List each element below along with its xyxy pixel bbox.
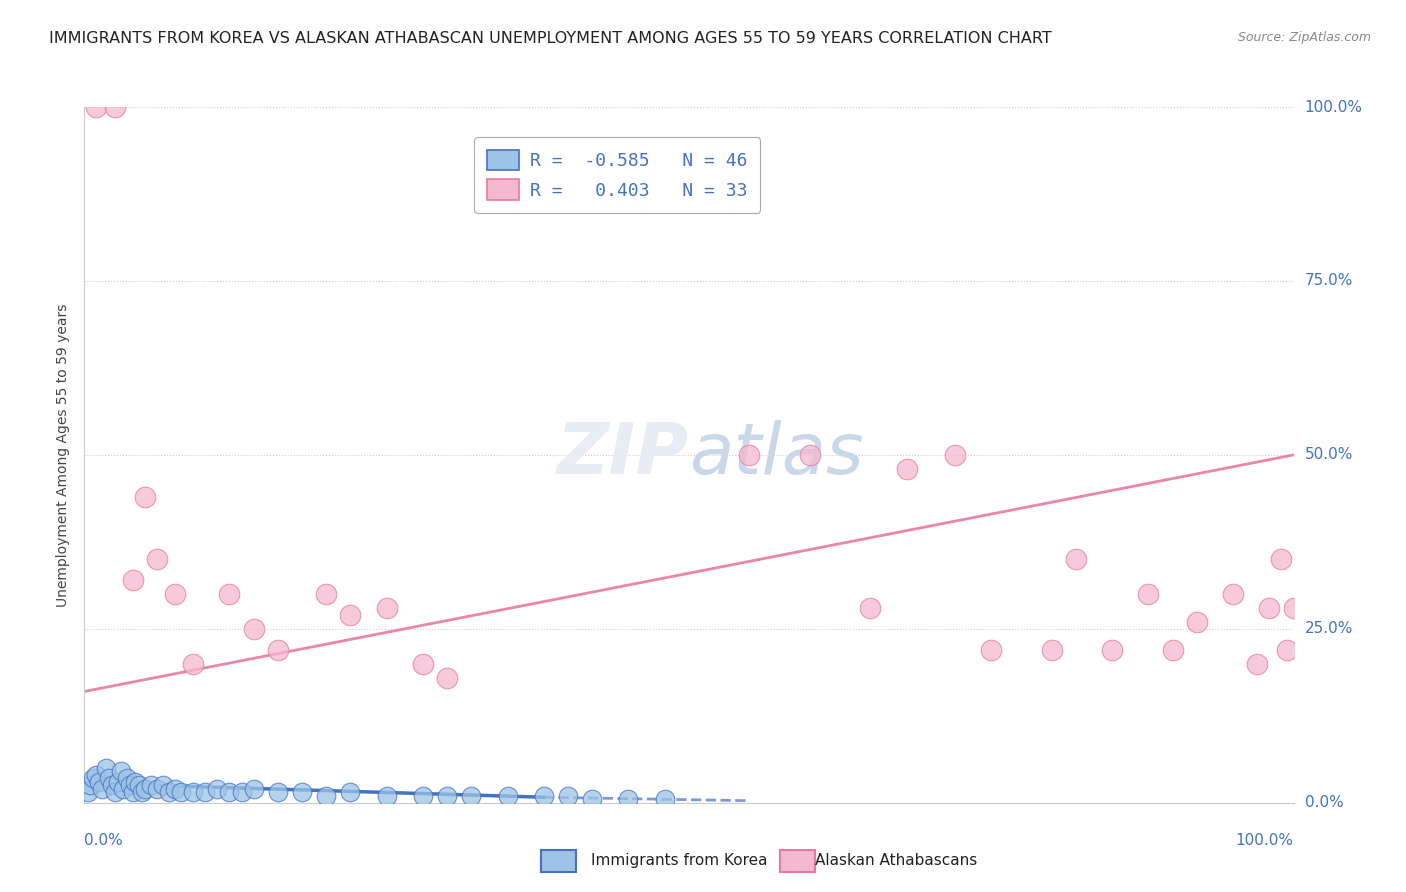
- Point: [146, 781, 169, 796]
- Point: [242, 781, 264, 796]
- Point: [1282, 601, 1305, 615]
- Point: [194, 785, 217, 799]
- Point: [1101, 642, 1123, 657]
- Point: [617, 792, 640, 806]
- Point: [267, 642, 290, 657]
- Point: [77, 785, 100, 799]
- Point: [152, 778, 174, 792]
- Text: IMMIGRANTS FROM KOREA VS ALASKAN ATHABASCAN UNEMPLOYMENT AMONG AGES 55 TO 59 YEA: IMMIGRANTS FROM KOREA VS ALASKAN ATHABAS…: [49, 31, 1052, 46]
- Point: [375, 601, 398, 615]
- Point: [139, 778, 162, 792]
- Point: [1258, 601, 1281, 615]
- Point: [242, 622, 264, 636]
- Point: [436, 671, 458, 685]
- Text: atlas: atlas: [689, 420, 863, 490]
- Point: [207, 781, 229, 796]
- Point: [496, 789, 519, 803]
- Text: 25.0%: 25.0%: [1305, 622, 1353, 636]
- Point: [82, 772, 104, 786]
- Point: [267, 785, 290, 799]
- Point: [1161, 642, 1184, 657]
- Point: [1137, 587, 1160, 601]
- Text: 50.0%: 50.0%: [1305, 448, 1353, 462]
- Point: [120, 778, 142, 792]
- Point: [799, 448, 821, 462]
- Text: 75.0%: 75.0%: [1305, 274, 1353, 288]
- Point: [1040, 642, 1063, 657]
- Point: [339, 607, 361, 622]
- Y-axis label: Unemployment Among Ages 55 to 59 years: Unemployment Among Ages 55 to 59 years: [56, 303, 70, 607]
- Point: [134, 781, 156, 796]
- Point: [115, 772, 138, 786]
- Point: [146, 552, 169, 566]
- Point: [412, 657, 434, 671]
- Point: [460, 789, 482, 803]
- Point: [97, 772, 120, 786]
- Point: [165, 587, 187, 601]
- Point: [104, 785, 127, 799]
- Point: [557, 789, 579, 803]
- Point: [101, 778, 124, 792]
- Text: 0.0%: 0.0%: [84, 833, 124, 848]
- Point: [1064, 552, 1087, 566]
- Point: [181, 657, 204, 671]
- Point: [315, 789, 337, 803]
- Point: [181, 785, 204, 799]
- Point: [128, 778, 150, 792]
- Point: [107, 775, 129, 789]
- Point: [943, 448, 966, 462]
- Legend: R =  -0.585   N = 46, R =   0.403   N = 33: R = -0.585 N = 46, R = 0.403 N = 33: [474, 137, 761, 213]
- Point: [124, 775, 146, 789]
- Point: [654, 792, 676, 806]
- Text: 100.0%: 100.0%: [1236, 833, 1294, 848]
- Point: [859, 601, 882, 615]
- Text: Alaskan Athabascans: Alaskan Athabascans: [815, 854, 977, 868]
- Point: [104, 100, 127, 114]
- Point: [94, 761, 117, 775]
- Text: Source: ZipAtlas.com: Source: ZipAtlas.com: [1237, 31, 1371, 45]
- Point: [1185, 615, 1208, 629]
- Point: [412, 789, 434, 803]
- Point: [112, 781, 135, 796]
- Point: [738, 448, 761, 462]
- Point: [86, 768, 108, 782]
- Point: [131, 785, 153, 799]
- Point: [86, 100, 108, 114]
- Point: [134, 490, 156, 504]
- Point: [339, 785, 361, 799]
- Point: [121, 785, 143, 799]
- Text: ZIP: ZIP: [557, 420, 689, 490]
- Point: [110, 764, 132, 779]
- Point: [1246, 657, 1268, 671]
- Point: [533, 789, 555, 803]
- Point: [170, 785, 193, 799]
- Point: [231, 785, 253, 799]
- Point: [91, 781, 114, 796]
- Point: [1270, 552, 1292, 566]
- Text: Immigrants from Korea: Immigrants from Korea: [591, 854, 768, 868]
- Point: [581, 792, 603, 806]
- Point: [315, 587, 337, 601]
- Point: [1222, 587, 1244, 601]
- Point: [165, 781, 187, 796]
- Point: [896, 462, 918, 476]
- Point: [121, 573, 143, 587]
- Text: 0.0%: 0.0%: [1305, 796, 1343, 810]
- Point: [157, 785, 180, 799]
- Point: [291, 785, 314, 799]
- Text: 100.0%: 100.0%: [1305, 100, 1362, 114]
- Point: [79, 778, 101, 792]
- Point: [218, 785, 240, 799]
- Point: [87, 775, 110, 789]
- Point: [980, 642, 1002, 657]
- Point: [436, 789, 458, 803]
- Point: [375, 789, 398, 803]
- Point: [1277, 642, 1299, 657]
- Point: [218, 587, 240, 601]
